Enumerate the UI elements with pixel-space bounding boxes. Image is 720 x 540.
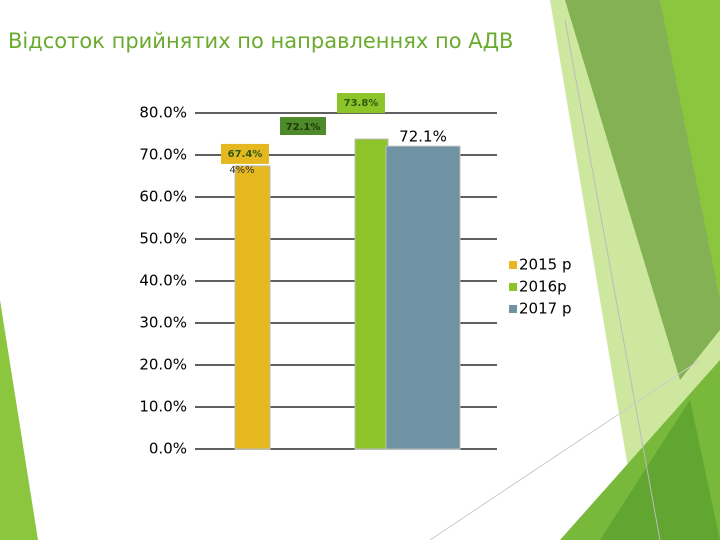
bar xyxy=(354,138,389,450)
y-tick-label: 0.0% xyxy=(149,440,187,458)
legend-swatch xyxy=(509,283,517,291)
legend-swatch xyxy=(509,305,517,313)
value-label-box xyxy=(337,93,385,114)
annotation: 4%% xyxy=(229,165,254,176)
y-tick-label: 10.0% xyxy=(139,398,187,416)
value-label: 67.4% xyxy=(228,149,263,160)
y-tick-label: 50.0% xyxy=(139,230,187,248)
bar xyxy=(234,165,271,450)
value-label-box xyxy=(221,143,269,164)
legend-label: 2015 р xyxy=(519,256,571,274)
bar xyxy=(385,145,461,450)
y-tick-label: 70.0% xyxy=(139,146,187,164)
legend-label: 2016р xyxy=(519,278,567,296)
annotation: 72.1% xyxy=(286,122,321,133)
y-tick-label: 20.0% xyxy=(139,356,187,374)
legend-swatch xyxy=(509,261,517,269)
value-label: 72.1% xyxy=(399,128,447,146)
legend-label: 2017 р xyxy=(519,300,571,318)
annotation-box xyxy=(280,117,326,135)
value-label: 73.8% xyxy=(344,98,379,109)
y-tick-label: 80.0% xyxy=(139,104,187,122)
y-tick-label: 30.0% xyxy=(139,314,187,332)
y-tick-label: 40.0% xyxy=(139,272,187,290)
title: Відсоток прийнятих по направленнях по АД… xyxy=(8,29,513,53)
y-tick-label: 60.0% xyxy=(139,188,187,206)
